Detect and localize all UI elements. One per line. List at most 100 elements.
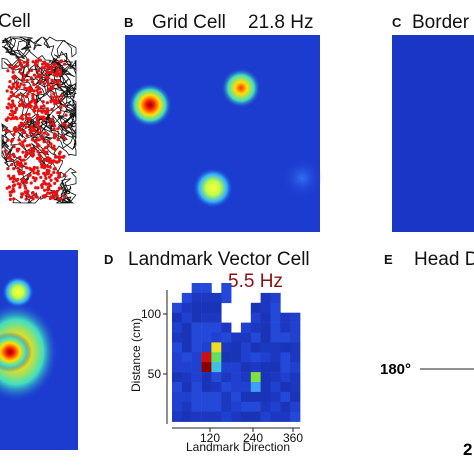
spike <box>18 185 22 189</box>
heat-cell <box>270 382 281 393</box>
spike <box>20 158 24 162</box>
spike <box>57 197 61 201</box>
spike <box>43 188 47 192</box>
heat-cell <box>250 391 261 403</box>
spike <box>58 68 62 72</box>
spike <box>43 131 47 135</box>
heat-cell <box>191 352 202 363</box>
heat-cell <box>290 362 301 373</box>
heat-cell <box>201 391 212 403</box>
spike <box>10 105 14 109</box>
heat-cell <box>221 391 232 403</box>
spike <box>46 133 50 137</box>
heat-cell <box>260 382 271 393</box>
heat-cell <box>250 342 261 353</box>
spike <box>24 112 28 116</box>
spike <box>42 104 46 108</box>
spike <box>52 62 56 66</box>
spike <box>21 171 25 175</box>
spike <box>46 77 50 81</box>
heat-cell <box>191 283 202 294</box>
spike <box>63 62 67 66</box>
spike <box>37 121 41 125</box>
heat-cell <box>172 411 183 422</box>
heat-cell <box>250 312 261 323</box>
spike <box>11 180 15 184</box>
spike <box>48 165 52 169</box>
heat-cell <box>221 292 232 304</box>
spike <box>42 150 46 154</box>
spike <box>5 186 9 190</box>
spike <box>21 77 25 81</box>
spike <box>19 82 23 86</box>
spike <box>65 125 69 129</box>
spike <box>28 87 32 91</box>
heat-cell <box>211 312 222 323</box>
spike <box>39 175 43 179</box>
heat-cell <box>280 332 291 343</box>
heat-cell <box>172 332 183 343</box>
heat-cell <box>211 302 222 313</box>
spike <box>54 95 58 99</box>
heat-cell <box>191 382 202 393</box>
spike <box>59 60 63 64</box>
spike <box>55 189 59 193</box>
spike <box>18 161 22 166</box>
panel-title: Grid Cell <box>152 12 226 33</box>
heat-cell <box>221 332 232 343</box>
spike <box>29 181 33 185</box>
spike <box>58 110 62 115</box>
spike <box>54 192 59 197</box>
heat-cell <box>221 322 232 333</box>
spike <box>53 167 57 171</box>
spike <box>4 128 8 133</box>
spike <box>59 94 63 98</box>
rate-label: 21.8 Hz <box>248 12 313 33</box>
heat-cell <box>201 362 212 373</box>
spike <box>53 181 57 185</box>
spike <box>34 122 38 127</box>
spike <box>19 71 23 75</box>
heat-cell <box>260 302 271 313</box>
spike <box>40 135 44 140</box>
heat-cell <box>231 401 242 412</box>
spike <box>25 95 29 99</box>
spike <box>42 166 46 170</box>
heat-cell <box>201 312 212 323</box>
spike <box>54 160 58 164</box>
spike <box>43 109 47 113</box>
heat-cell <box>191 332 202 343</box>
heat-cell <box>290 332 301 343</box>
spike <box>26 92 30 96</box>
spike <box>33 101 37 105</box>
spike <box>21 177 25 181</box>
spike <box>30 80 35 84</box>
spike <box>9 157 13 162</box>
spike <box>13 129 17 134</box>
spike <box>62 194 66 198</box>
spike <box>38 126 42 130</box>
heat-cell <box>280 322 291 333</box>
heat-cell <box>280 312 291 323</box>
heat-cell <box>181 362 192 373</box>
spike <box>37 152 41 156</box>
heat-cell <box>270 362 281 373</box>
spike <box>11 99 15 103</box>
heat-cell <box>221 283 232 294</box>
spike <box>46 139 50 143</box>
heat-cell <box>172 382 183 393</box>
heat-cell <box>181 322 192 333</box>
spike <box>26 103 30 107</box>
spike <box>26 63 30 67</box>
heat-cell <box>270 302 281 313</box>
rate-label: 5.5 Hz <box>228 271 283 292</box>
spike <box>41 62 45 66</box>
spike <box>63 137 67 141</box>
spike <box>26 189 30 193</box>
spike <box>57 171 61 175</box>
spike <box>45 101 50 105</box>
heat-cell <box>290 391 301 403</box>
spike <box>34 140 38 144</box>
